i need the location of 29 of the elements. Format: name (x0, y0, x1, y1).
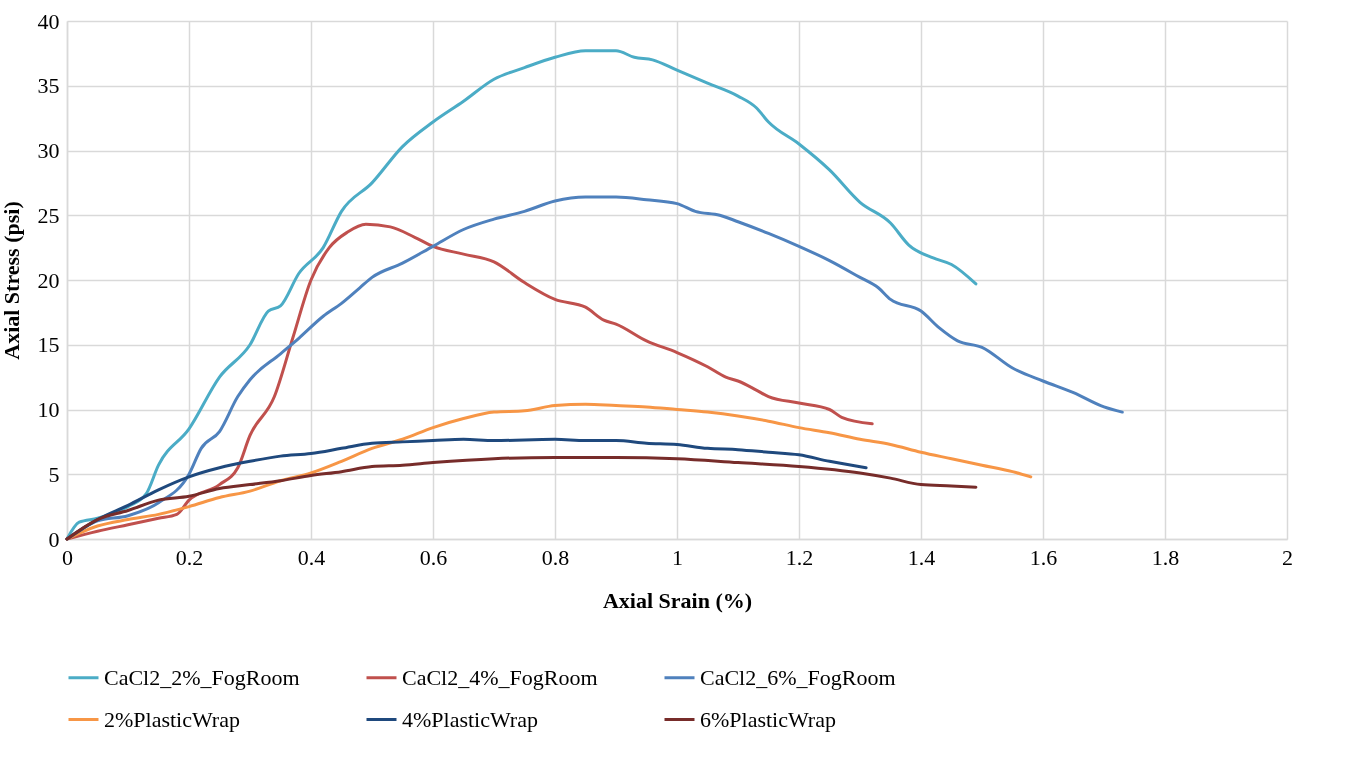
x-tick-label: 2 (1282, 544, 1293, 570)
y-tick-label: 5 (48, 461, 60, 487)
x-tick-label: 0.2 (175, 544, 204, 570)
y-tick-label: 0 (48, 526, 60, 552)
y-tick-label: 10 (37, 397, 60, 422)
legend-label: 2%PlasticWrap (104, 706, 240, 732)
line-series (65, 455, 978, 541)
legend-label: CaCl2_6%_FogRoom (700, 664, 896, 690)
y-tick-label: 40 (37, 8, 60, 34)
legend-label: CaCl2_4%_FogRoom (402, 664, 598, 690)
line-series (65, 195, 1124, 541)
x-tick-label: 1.2 (785, 544, 814, 570)
x-tick-label: 1.8 (1151, 544, 1180, 570)
x-tick-label: 1 (672, 544, 683, 570)
y-tick-label: 35 (37, 73, 60, 99)
x-tick-label: 0.4 (297, 544, 326, 570)
y-axis-title: Axial Stress (psi) (0, 201, 24, 360)
legend-label: CaCl2_2%_FogRoom (104, 664, 300, 690)
y-tick-label: 25 (37, 202, 60, 228)
x-tick-label: 0.6 (419, 544, 448, 570)
x-tick-label: 1.6 (1029, 544, 1058, 570)
x-tick-label: 1.4 (907, 544, 936, 570)
legend-label: 4%PlasticWrap (402, 706, 538, 732)
legend-label: 6%PlasticWrap (700, 706, 836, 732)
x-tick-label: 0.8 (541, 544, 570, 570)
x-axis-title: Axial Srain (%) (602, 587, 753, 613)
y-tick-label: 15 (37, 332, 60, 358)
y-tick-label: 30 (37, 138, 60, 163)
y-tick-label: 20 (37, 267, 60, 293)
